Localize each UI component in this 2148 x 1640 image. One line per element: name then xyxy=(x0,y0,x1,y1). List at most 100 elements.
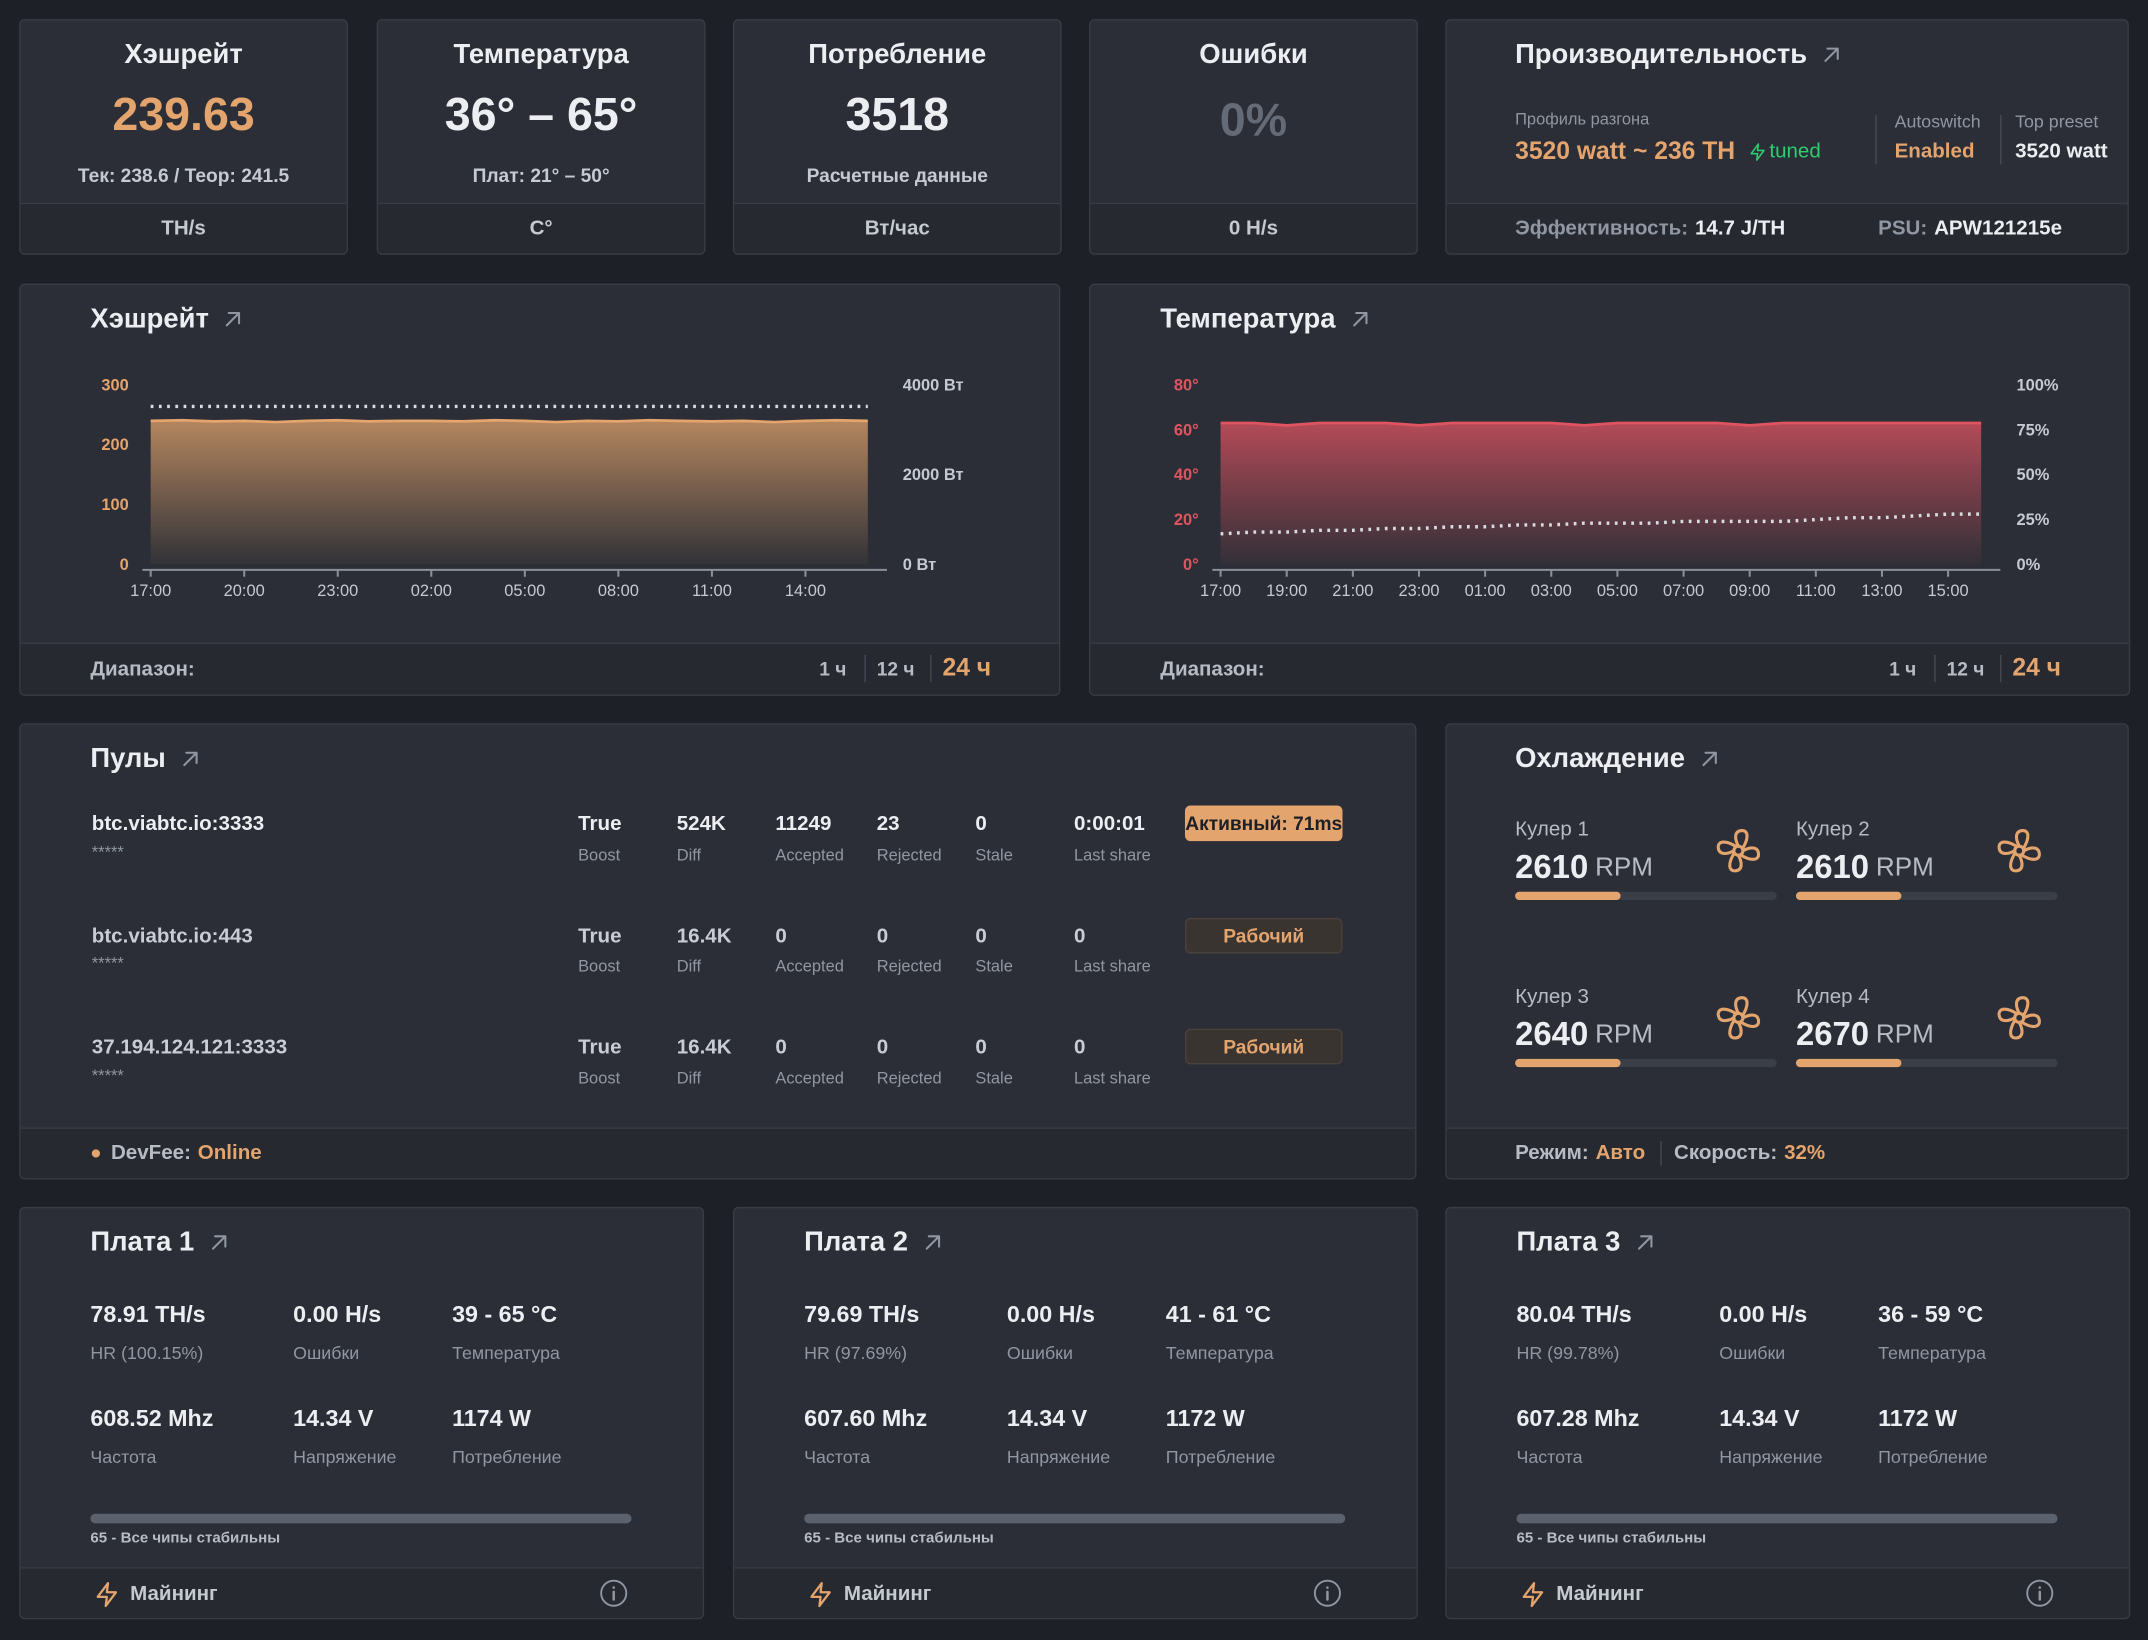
series-line xyxy=(1220,421,1982,427)
pool-value: True xyxy=(578,1035,622,1059)
separator xyxy=(2000,654,2002,683)
arrow-icon[interactable] xyxy=(1819,42,1844,67)
board-metric-value: 14.34 V xyxy=(1006,1405,1088,1432)
autoswitch-value: Enabled xyxy=(1894,139,1975,164)
fan-blade xyxy=(2020,846,2041,861)
board-title: Плата 2 xyxy=(804,1226,945,1259)
y-tick-label: 0 xyxy=(120,556,129,574)
performance-title-text: Производительность xyxy=(1515,39,1808,70)
x-tick-label: 21:00 xyxy=(1332,582,1373,600)
range-button[interactable]: 12 ч xyxy=(1946,656,1985,679)
board-metric-label: Ошибки xyxy=(293,1342,360,1364)
cooler-rpm-value: 2640 xyxy=(1515,1015,1589,1053)
pool-status: Рабочий xyxy=(1184,1028,1343,1065)
bolt-shape xyxy=(1522,1582,1544,1608)
range-button[interactable]: 12 ч xyxy=(876,656,915,679)
stat-sub: Расчетные данные xyxy=(806,163,988,186)
x-tick-label: 23:00 xyxy=(317,582,358,600)
arrow-icon[interactable] xyxy=(920,1230,945,1255)
pool-column-label: Accepted xyxy=(775,844,844,865)
x-tick-label: 23:00 xyxy=(1398,582,1439,600)
board-status: Майнинг xyxy=(807,1581,931,1608)
range-button[interactable]: 24 ч xyxy=(942,653,992,682)
cooler-rpm-unit: RPM xyxy=(1595,1020,1653,1049)
arrow-icon[interactable] xyxy=(1697,747,1722,772)
range-button[interactable]: 24 ч xyxy=(2012,653,2061,682)
pool-value: 524K xyxy=(676,812,726,836)
fan-blade xyxy=(2020,1013,2041,1029)
stat-unit: TH/s xyxy=(161,216,206,240)
x-tick-label: 01:00 xyxy=(1465,582,1506,600)
chart-title-text: Хэшрейт xyxy=(90,304,209,335)
arrow-shape xyxy=(1824,47,1840,62)
cooling-title-text: Охлаждение xyxy=(1515,743,1685,774)
efficiency: Эффективность: 14.7 J/TH xyxy=(1515,216,1785,241)
cooler-rpm: 2640 RPM xyxy=(1515,1016,1653,1055)
cooler-name: Кулер 2 xyxy=(1795,817,1870,842)
board-status-text: Майнинг xyxy=(130,1582,218,1606)
y-tick-label: 100 xyxy=(101,496,128,514)
y-tick-label: 20° xyxy=(1174,511,1199,529)
pool-status: Активный: 71ms xyxy=(1184,805,1343,842)
y-tick-label: 75% xyxy=(2016,421,2049,439)
fan-blade xyxy=(1739,846,1761,861)
pool-value: 11249 xyxy=(775,812,832,836)
profile: 3520 watt ~ 236 TH tuned xyxy=(1515,137,1821,167)
separator xyxy=(1934,654,1936,683)
arrow-icon[interactable] xyxy=(1633,1230,1658,1255)
fan-blade xyxy=(1716,1007,1738,1023)
tuned: tuned xyxy=(1769,139,1821,164)
board-metric-value: 608.52 Mhz xyxy=(90,1405,214,1432)
y-tick-label: 25% xyxy=(2016,511,2049,529)
cooler-bar-fill xyxy=(1795,891,1902,901)
arrow-icon[interactable] xyxy=(221,307,246,332)
arrow-icon[interactable] xyxy=(178,747,203,772)
y-tick-label: 2000 Вт xyxy=(903,466,964,484)
range-label: Диапазон: xyxy=(90,657,195,681)
bolt-icon xyxy=(1749,143,1765,161)
pool-user: ***** xyxy=(91,953,124,974)
fan-blade xyxy=(2014,996,2030,1017)
pool-column-label: Rejected xyxy=(876,844,942,865)
cooler-bar-fill xyxy=(1795,1058,1902,1068)
card xyxy=(1445,723,2129,1180)
card xyxy=(732,19,1062,255)
y-tick-label: 200 xyxy=(101,436,128,454)
board-metric-label: HR (100.15%) xyxy=(90,1342,204,1364)
range-button[interactable]: 1 ч xyxy=(819,656,847,679)
pools-title-text: Пулы xyxy=(90,743,166,774)
cooler-bar-fill xyxy=(1515,891,1621,901)
cooler-rpm-unit: RPM xyxy=(1875,1020,1934,1049)
info-icon[interactable] xyxy=(1312,1578,1342,1608)
card-footer xyxy=(1446,1567,2129,1618)
pool-value: 0 xyxy=(975,812,987,836)
chart-title-text: Температура xyxy=(1160,304,1336,335)
cooler-bar-fill xyxy=(1515,1058,1621,1068)
range-button[interactable]: 1 ч xyxy=(1889,656,1917,679)
stat-value: 239.63 xyxy=(112,88,255,141)
pool-column-label: Diff xyxy=(676,844,702,865)
board-metric-value: 79.69 TH/s xyxy=(804,1301,920,1328)
board-metric-label: HR (97.69%) xyxy=(804,1342,908,1364)
info-icon[interactable] xyxy=(599,1578,629,1608)
cooler-rpm-unit: RPM xyxy=(1595,852,1653,882)
board-status: Майнинг xyxy=(1519,1581,1644,1608)
fan-icon xyxy=(1997,996,2041,1040)
x-tick-label: 19:00 xyxy=(1266,582,1307,600)
pool-column-label: Last share xyxy=(1074,1068,1151,1088)
arrow-icon[interactable] xyxy=(1348,307,1373,332)
card-footer xyxy=(1446,202,2128,254)
cooler-bar-track xyxy=(1795,1058,2058,1068)
info-icon[interactable] xyxy=(2025,1578,2055,1608)
cooler-rpm: 2610 RPM xyxy=(1515,849,1653,888)
arrow-shape xyxy=(1637,1235,1653,1250)
board-metric-label: Ошибки xyxy=(1719,1342,1786,1364)
pool-column-label: Stale xyxy=(975,956,1013,976)
board-metric-value: 0.00 H/s xyxy=(293,1301,382,1328)
pool-url: btc.viabtc.io:443 xyxy=(91,923,253,948)
x-tick-label: 05:00 xyxy=(504,582,545,600)
arrow-icon[interactable] xyxy=(207,1230,232,1255)
board-title-text: Плата 1 xyxy=(90,1227,195,1258)
fan-icon xyxy=(1997,829,2041,873)
